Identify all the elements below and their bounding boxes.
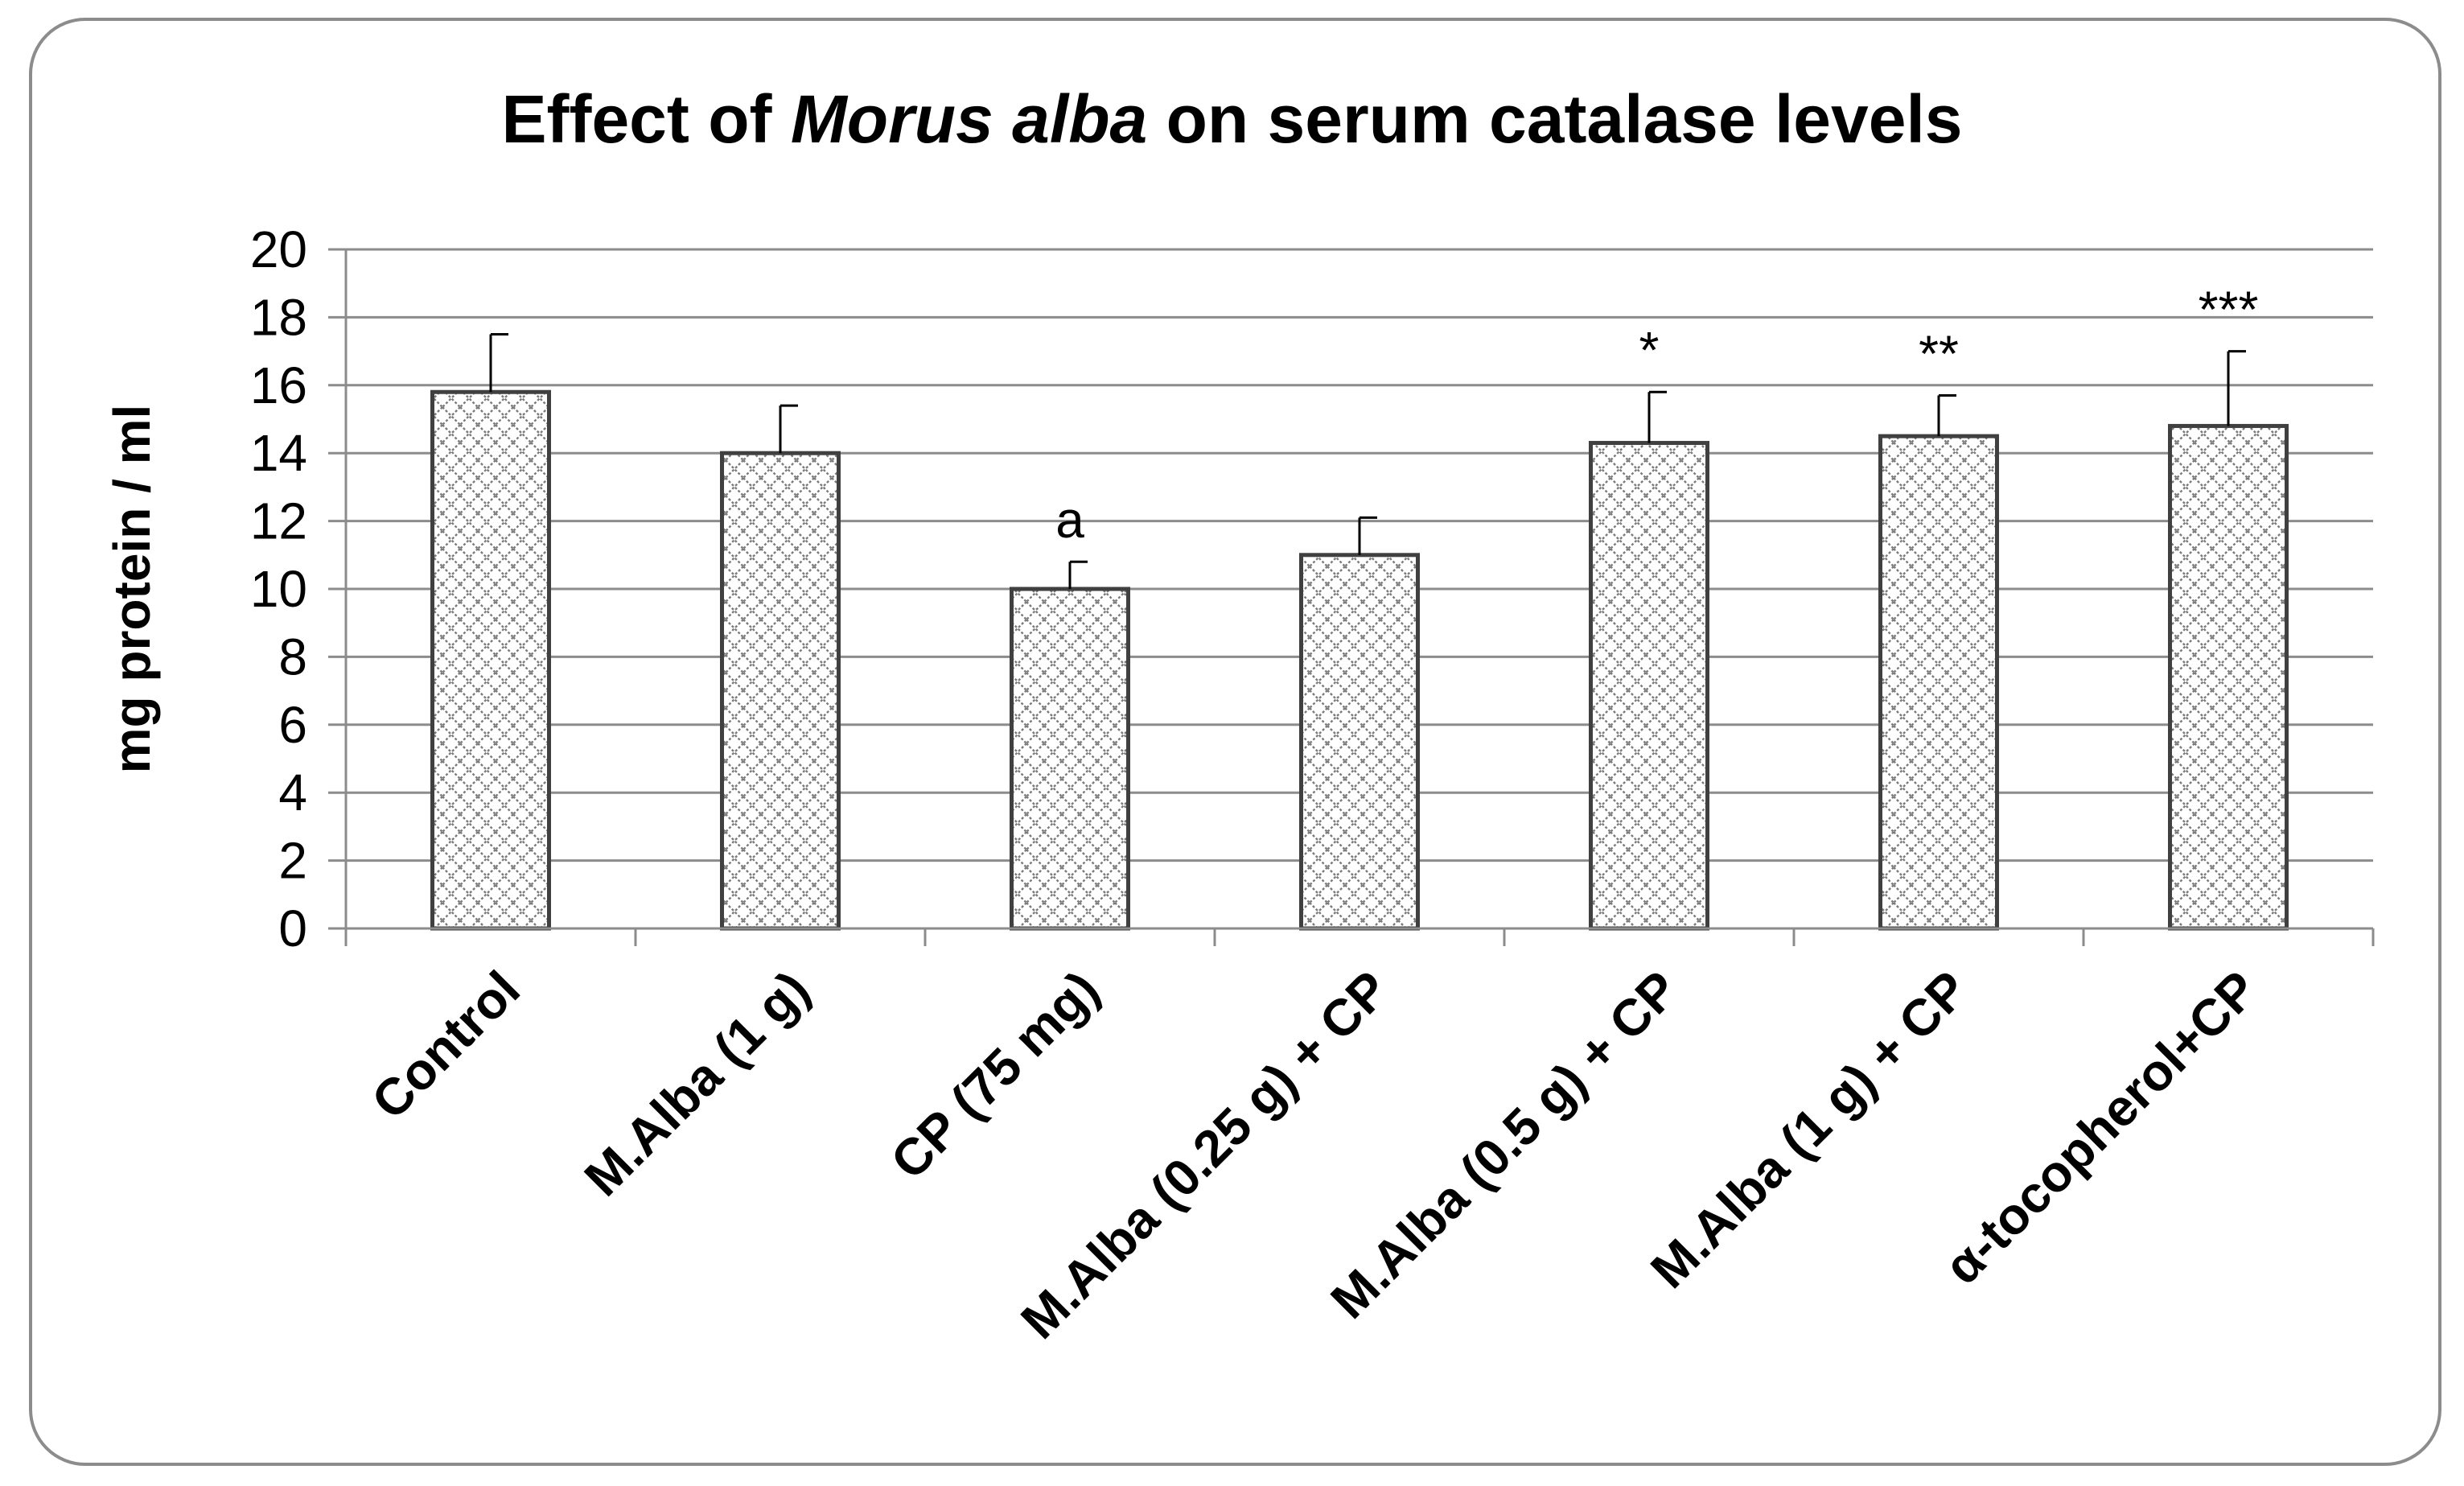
- y-tick-label: 12: [250, 492, 307, 550]
- y-tick-label: 8: [278, 628, 307, 685]
- bar: [2168, 423, 2289, 931]
- y-tick-label: 4: [278, 764, 307, 821]
- category-label: α-tocopherol+CP: [1933, 960, 2269, 1295]
- significance-label: a: [1055, 491, 1084, 549]
- y-tick-label: 16: [250, 356, 307, 414]
- y-tick-label: 14: [250, 424, 307, 482]
- significance-label: *: [1639, 321, 1660, 379]
- significance-label: ***: [2199, 281, 2259, 339]
- category-label: M.Alba (1 g) + CP: [1639, 960, 1979, 1299]
- bar: [1010, 587, 1130, 931]
- bar: [1878, 434, 1999, 931]
- significance-label: **: [1919, 324, 1959, 382]
- bar: [720, 451, 841, 931]
- bar: [1589, 441, 1709, 931]
- y-tick-label: 10: [250, 560, 307, 618]
- y-axis-label: mg protein / ml: [103, 405, 161, 774]
- y-tick-label: 6: [278, 696, 307, 754]
- category-label: CP (75 mg): [879, 960, 1109, 1190]
- category-label: M.Alba (1 g): [574, 960, 821, 1207]
- bar: [430, 389, 551, 931]
- bar: [1299, 553, 1420, 931]
- category-label: Control: [360, 960, 531, 1130]
- y-tick-label: 20: [250, 220, 307, 278]
- y-tick-label: 2: [278, 832, 307, 890]
- y-tick-label: 18: [250, 288, 307, 346]
- chart-title: Effect of Morus alba on serum catalase l…: [501, 81, 1963, 157]
- y-tick-label: 0: [278, 899, 307, 957]
